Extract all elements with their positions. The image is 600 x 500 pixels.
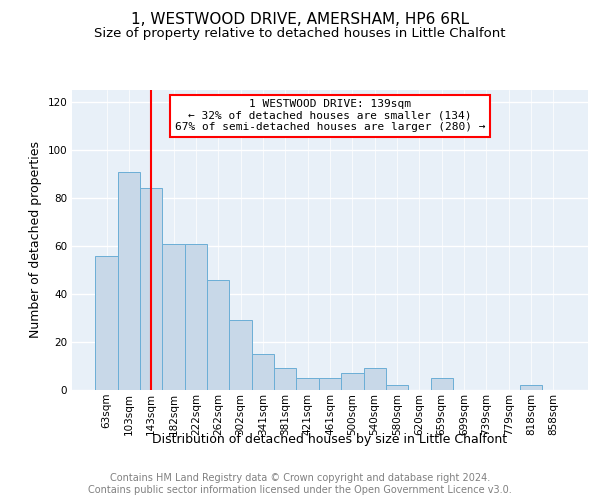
Bar	[520, 385, 542, 390]
Bar	[341, 373, 364, 390]
Bar	[229, 320, 252, 390]
Bar	[207, 280, 229, 390]
Bar	[140, 188, 163, 390]
Bar	[252, 354, 274, 390]
Text: Distribution of detached houses by size in Little Chalfont: Distribution of detached houses by size …	[152, 432, 508, 446]
Y-axis label: Number of detached properties: Number of detached properties	[29, 142, 42, 338]
Bar	[274, 368, 296, 390]
Bar	[163, 244, 185, 390]
Bar	[95, 256, 118, 390]
Bar	[185, 244, 207, 390]
Bar	[386, 385, 408, 390]
Bar	[364, 368, 386, 390]
Bar	[118, 172, 140, 390]
Text: Size of property relative to detached houses in Little Chalfont: Size of property relative to detached ho…	[94, 28, 506, 40]
Text: 1, WESTWOOD DRIVE, AMERSHAM, HP6 6RL: 1, WESTWOOD DRIVE, AMERSHAM, HP6 6RL	[131, 12, 469, 28]
Text: Contains HM Land Registry data © Crown copyright and database right 2024.
Contai: Contains HM Land Registry data © Crown c…	[88, 474, 512, 495]
Bar	[319, 378, 341, 390]
Text: 1 WESTWOOD DRIVE: 139sqm
← 32% of detached houses are smaller (134)
67% of semi-: 1 WESTWOOD DRIVE: 139sqm ← 32% of detach…	[175, 99, 485, 132]
Bar	[296, 378, 319, 390]
Bar	[431, 378, 453, 390]
